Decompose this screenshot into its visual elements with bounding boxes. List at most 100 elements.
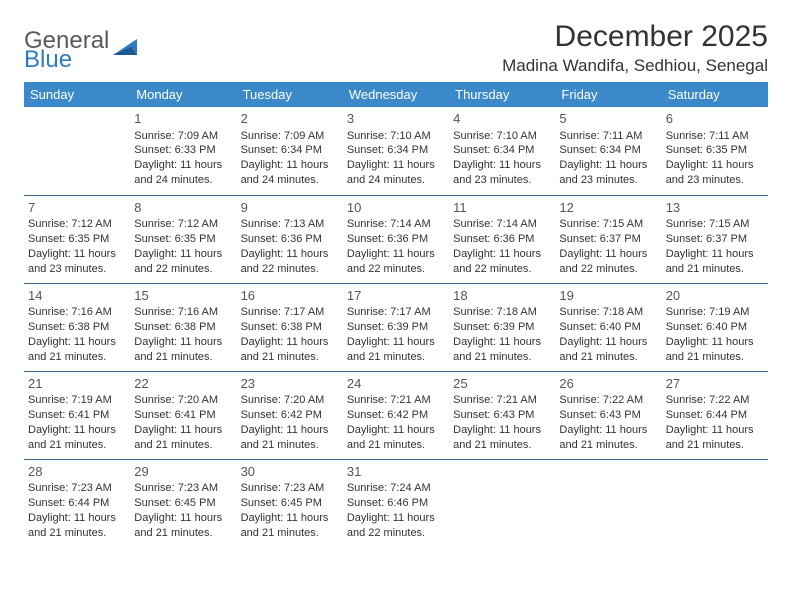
calendar-day-cell: 11Sunrise: 7:14 AMSunset: 6:36 PMDayligh…: [449, 195, 555, 283]
logo-triangle-icon: [113, 37, 139, 62]
daylight-text: Daylight: 11 hours and 21 minutes.: [347, 335, 445, 365]
day-header: Friday: [555, 82, 661, 107]
calendar-day-cell: 5Sunrise: 7:11 AMSunset: 6:34 PMDaylight…: [555, 107, 661, 195]
sunrise-text: Sunrise: 7:22 AM: [666, 393, 764, 408]
daylight-text: Daylight: 11 hours and 21 minutes.: [28, 511, 126, 541]
daylight-text: Daylight: 11 hours and 21 minutes.: [241, 423, 339, 453]
day-number: 10: [347, 199, 445, 217]
sunset-text: Sunset: 6:42 PM: [241, 408, 339, 423]
title-block: December 2025 Madina Wandifa, Sedhiou, S…: [502, 20, 768, 76]
sunset-text: Sunset: 6:45 PM: [241, 496, 339, 511]
calendar-week-row: 28Sunrise: 7:23 AMSunset: 6:44 PMDayligh…: [24, 459, 768, 547]
sunset-text: Sunset: 6:40 PM: [666, 320, 764, 335]
sunrise-text: Sunrise: 7:16 AM: [134, 305, 232, 320]
daylight-text: Daylight: 11 hours and 21 minutes.: [559, 423, 657, 453]
calendar-day-cell: 28Sunrise: 7:23 AMSunset: 6:44 PMDayligh…: [24, 459, 130, 547]
day-header-row: Sunday Monday Tuesday Wednesday Thursday…: [24, 82, 768, 107]
daylight-text: Daylight: 11 hours and 24 minutes.: [241, 158, 339, 188]
sunset-text: Sunset: 6:46 PM: [347, 496, 445, 511]
sunset-text: Sunset: 6:36 PM: [241, 232, 339, 247]
sunrise-text: Sunrise: 7:09 AM: [134, 129, 232, 144]
calendar-day-cell: 9Sunrise: 7:13 AMSunset: 6:36 PMDaylight…: [237, 195, 343, 283]
sunset-text: Sunset: 6:39 PM: [347, 320, 445, 335]
calendar-day-cell: 1Sunrise: 7:09 AMSunset: 6:33 PMDaylight…: [130, 107, 236, 195]
sunrise-text: Sunrise: 7:20 AM: [241, 393, 339, 408]
sunset-text: Sunset: 6:42 PM: [347, 408, 445, 423]
day-header: Tuesday: [237, 82, 343, 107]
day-number: 6: [666, 110, 764, 128]
day-number: 2: [241, 110, 339, 128]
sunrise-text: Sunrise: 7:21 AM: [347, 393, 445, 408]
sunset-text: Sunset: 6:34 PM: [559, 143, 657, 158]
sunset-text: Sunset: 6:44 PM: [666, 408, 764, 423]
day-header: Thursday: [449, 82, 555, 107]
sunrise-text: Sunrise: 7:19 AM: [666, 305, 764, 320]
daylight-text: Daylight: 11 hours and 22 minutes.: [241, 247, 339, 277]
sunrise-text: Sunrise: 7:10 AM: [347, 129, 445, 144]
sunrise-text: Sunrise: 7:12 AM: [28, 217, 126, 232]
day-header: Sunday: [24, 82, 130, 107]
daylight-text: Daylight: 11 hours and 24 minutes.: [134, 158, 232, 188]
sunset-text: Sunset: 6:43 PM: [453, 408, 551, 423]
day-header: Saturday: [662, 82, 768, 107]
sunrise-text: Sunrise: 7:10 AM: [453, 129, 551, 144]
calendar-day-cell: 23Sunrise: 7:20 AMSunset: 6:42 PMDayligh…: [237, 371, 343, 459]
calendar-day-cell: 2Sunrise: 7:09 AMSunset: 6:34 PMDaylight…: [237, 107, 343, 195]
day-number: 13: [666, 199, 764, 217]
calendar-day-cell: 27Sunrise: 7:22 AMSunset: 6:44 PMDayligh…: [662, 371, 768, 459]
calendar-week-row: 14Sunrise: 7:16 AMSunset: 6:38 PMDayligh…: [24, 283, 768, 371]
day-number: 30: [241, 463, 339, 481]
day-number: 31: [347, 463, 445, 481]
calendar-day-cell: 12Sunrise: 7:15 AMSunset: 6:37 PMDayligh…: [555, 195, 661, 283]
daylight-text: Daylight: 11 hours and 21 minutes.: [666, 247, 764, 277]
daylight-text: Daylight: 11 hours and 23 minutes.: [28, 247, 126, 277]
sunrise-text: Sunrise: 7:22 AM: [559, 393, 657, 408]
day-number: 3: [347, 110, 445, 128]
sunset-text: Sunset: 6:37 PM: [666, 232, 764, 247]
calendar-day-cell: 6Sunrise: 7:11 AMSunset: 6:35 PMDaylight…: [662, 107, 768, 195]
daylight-text: Daylight: 11 hours and 22 minutes.: [453, 247, 551, 277]
sunset-text: Sunset: 6:41 PM: [28, 408, 126, 423]
month-title: December 2025: [502, 20, 768, 54]
day-number: 14: [28, 287, 126, 305]
daylight-text: Daylight: 11 hours and 21 minutes.: [347, 423, 445, 453]
calendar-day-cell: [449, 459, 555, 547]
sunrise-text: Sunrise: 7:16 AM: [28, 305, 126, 320]
day-number: 12: [559, 199, 657, 217]
calendar-day-cell: 3Sunrise: 7:10 AMSunset: 6:34 PMDaylight…: [343, 107, 449, 195]
sunset-text: Sunset: 6:34 PM: [241, 143, 339, 158]
calendar-day-cell: 18Sunrise: 7:18 AMSunset: 6:39 PMDayligh…: [449, 283, 555, 371]
calendar-week-row: 21Sunrise: 7:19 AMSunset: 6:41 PMDayligh…: [24, 371, 768, 459]
sunrise-text: Sunrise: 7:21 AM: [453, 393, 551, 408]
calendar-day-cell: 14Sunrise: 7:16 AMSunset: 6:38 PMDayligh…: [24, 283, 130, 371]
day-number: 21: [28, 375, 126, 393]
sunset-text: Sunset: 6:38 PM: [28, 320, 126, 335]
sunset-text: Sunset: 6:35 PM: [666, 143, 764, 158]
sunrise-text: Sunrise: 7:20 AM: [134, 393, 232, 408]
daylight-text: Daylight: 11 hours and 21 minutes.: [134, 423, 232, 453]
calendar-day-cell: 13Sunrise: 7:15 AMSunset: 6:37 PMDayligh…: [662, 195, 768, 283]
sunrise-text: Sunrise: 7:24 AM: [347, 481, 445, 496]
day-number: 4: [453, 110, 551, 128]
day-number: 9: [241, 199, 339, 217]
daylight-text: Daylight: 11 hours and 21 minutes.: [666, 335, 764, 365]
sunrise-text: Sunrise: 7:17 AM: [347, 305, 445, 320]
daylight-text: Daylight: 11 hours and 21 minutes.: [241, 335, 339, 365]
daylight-text: Daylight: 11 hours and 23 minutes.: [559, 158, 657, 188]
calendar-day-cell: 20Sunrise: 7:19 AMSunset: 6:40 PMDayligh…: [662, 283, 768, 371]
sunrise-text: Sunrise: 7:23 AM: [28, 481, 126, 496]
calendar-week-row: 1Sunrise: 7:09 AMSunset: 6:33 PMDaylight…: [24, 107, 768, 195]
sunrise-text: Sunrise: 7:11 AM: [666, 129, 764, 144]
daylight-text: Daylight: 11 hours and 21 minutes.: [666, 423, 764, 453]
sunset-text: Sunset: 6:40 PM: [559, 320, 657, 335]
day-number: 16: [241, 287, 339, 305]
sunset-text: Sunset: 6:44 PM: [28, 496, 126, 511]
sunset-text: Sunset: 6:43 PM: [559, 408, 657, 423]
sunrise-text: Sunrise: 7:17 AM: [241, 305, 339, 320]
calendar-day-cell: 21Sunrise: 7:19 AMSunset: 6:41 PMDayligh…: [24, 371, 130, 459]
calendar-day-cell: [662, 459, 768, 547]
day-number: 24: [347, 375, 445, 393]
sunset-text: Sunset: 6:35 PM: [28, 232, 126, 247]
header: General Blue December 2025 Madina Wandif…: [24, 20, 768, 76]
daylight-text: Daylight: 11 hours and 21 minutes.: [28, 335, 126, 365]
